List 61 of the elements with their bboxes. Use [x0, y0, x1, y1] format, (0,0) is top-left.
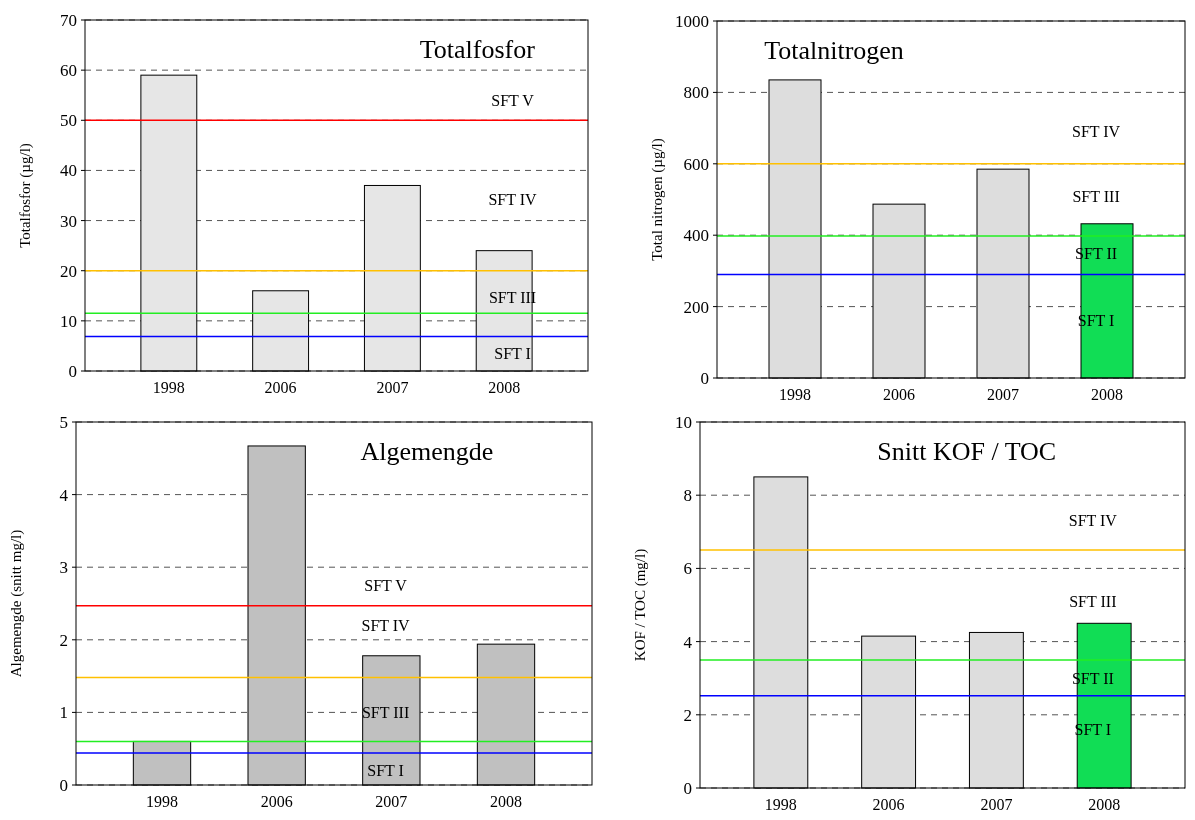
text: Algemengde [360, 437, 494, 466]
y-tick-label: 5 [59, 412, 68, 432]
annotation: SFT III [1072, 187, 1120, 205]
text: Totalfosfor [419, 35, 536, 64]
y-tick-label: 60 [60, 61, 77, 81]
y-tick-label: 20 [60, 261, 77, 281]
y-tick-label: 2 [683, 705, 692, 725]
y-tick-label: 1000 [675, 11, 709, 31]
y-axis-title: Total nitrogen (µg/l) [649, 138, 666, 261]
x-tick-label: 1998 [152, 379, 185, 396]
x-tick-label: 2008 [1091, 386, 1123, 403]
x-tick-label: 1998 [146, 793, 178, 810]
annotation: SFT I [494, 345, 531, 363]
x-tick-label: 2007 [980, 796, 1013, 813]
annotation: SFT III [1069, 592, 1117, 610]
y-tick-label: 40 [60, 161, 77, 181]
y-tick-label: 70 [60, 10, 77, 30]
annotation: SFT IV [1068, 512, 1118, 530]
x-tick-label: 2008 [490, 793, 522, 810]
x-tick-label: 2006 [260, 793, 293, 810]
text: Totalnitrogen [764, 36, 904, 65]
x-tick-label: 1998 [779, 386, 811, 403]
y-tick-label: 1 [59, 703, 68, 723]
x-tick-label: 2006 [872, 796, 905, 813]
y-tick-label: 200 [683, 297, 709, 317]
y-tick-label: 30 [60, 211, 77, 231]
annotation: SFT IV [1071, 123, 1121, 141]
y-tick-label: 800 [683, 83, 709, 103]
annotation: SFT I [367, 762, 404, 780]
y-tick-label: 4 [683, 632, 693, 652]
y-tick-label: 0 [700, 368, 709, 388]
annotation: SFT IV [488, 190, 538, 208]
y-tick-label: 600 [683, 154, 709, 174]
x-tick-label: 2006 [264, 379, 297, 396]
annotation: SFT V [364, 576, 408, 594]
annotation: SFT IV [361, 616, 411, 634]
y-tick-label: 10 [675, 412, 692, 432]
x-tick-label: 2007 [987, 386, 1019, 403]
y-axis-title: Algemengde (snitt mg/l) [8, 529, 25, 678]
x-tick-label: 2007 [375, 793, 408, 810]
annotation: SFT III [361, 704, 410, 721]
x-tick-label: 2008 [488, 379, 521, 396]
text: Snitt KOF / TOC [877, 437, 1057, 466]
y-tick-label: 0 [68, 361, 77, 381]
y-axis-title: KOF / TOC (mg/l) [632, 548, 649, 662]
y-tick-label: 3 [59, 558, 68, 578]
y-tick-label: 4 [59, 485, 69, 505]
x-tick-label: 2008 [1088, 796, 1121, 813]
y-tick-label: 6 [683, 559, 692, 579]
x-tick-label: 1998 [764, 796, 797, 813]
x-tick-label: 2007 [376, 379, 409, 396]
y-axis-title: Totalfosfor (µg/l) [17, 143, 34, 248]
annotation: SFT V [491, 92, 535, 110]
x-tick-label: 2006 [883, 386, 915, 403]
y-tick-label: 400 [683, 226, 709, 246]
y-tick-label: 2 [59, 630, 68, 650]
y-tick-label: 0 [683, 778, 692, 798]
y-tick-label: 0 [59, 775, 68, 795]
y-tick-label: 50 [60, 111, 77, 131]
y-tick-label: 10 [60, 311, 77, 331]
y-tick-label: 8 [683, 486, 692, 506]
